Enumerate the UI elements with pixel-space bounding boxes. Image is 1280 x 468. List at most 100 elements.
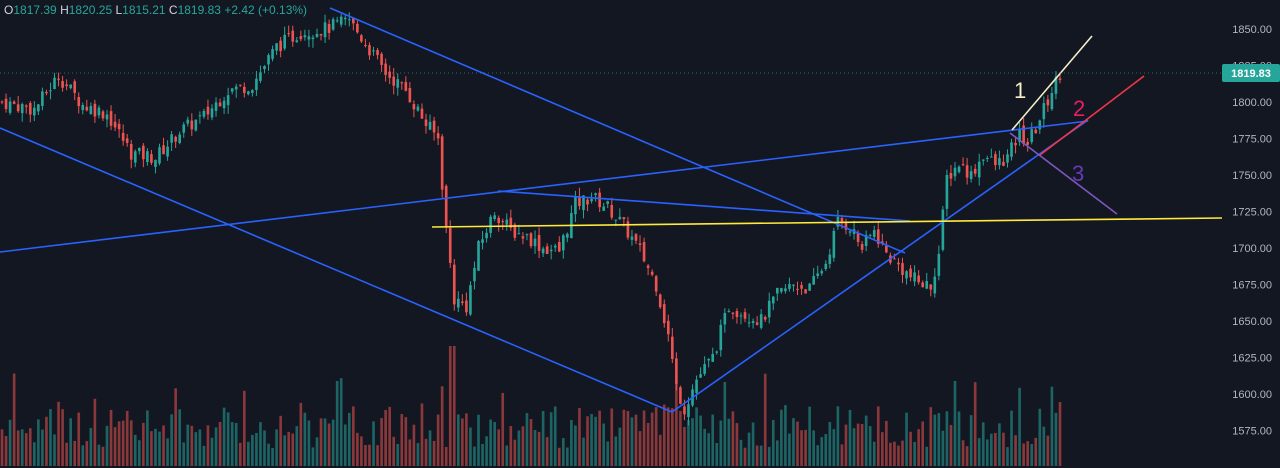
candle-body <box>897 262 900 265</box>
candle-body <box>860 244 864 250</box>
trendline-drawings[interactable] <box>0 7 1223 413</box>
volume-bar <box>880 432 884 466</box>
volume-bar <box>327 423 331 466</box>
candle-body <box>428 121 432 130</box>
volume-bar <box>16 430 20 466</box>
trendline-rising-support[interactable] <box>671 119 1089 413</box>
trendline-mid-declining[interactable] <box>497 190 911 222</box>
candle-body <box>961 164 965 166</box>
candle-body <box>323 22 327 38</box>
volume-bar <box>618 427 622 466</box>
candle-body <box>1006 154 1009 163</box>
ohlc-high-label: H <box>60 3 69 17</box>
volume-bar <box>921 421 925 466</box>
volume-bar <box>735 423 739 466</box>
volume-bar <box>343 424 347 466</box>
candle-body <box>97 107 101 116</box>
volume-bar <box>860 424 864 466</box>
candle-body <box>465 300 468 313</box>
candle-body <box>89 106 93 114</box>
candle-body <box>287 33 291 35</box>
volume-bar <box>283 435 286 466</box>
volume-bar <box>493 421 496 466</box>
volume-bar <box>65 442 68 466</box>
candle-body <box>1034 129 1038 134</box>
candle-body <box>566 233 569 238</box>
volume-bar <box>154 428 157 466</box>
candle-body <box>137 147 141 152</box>
candle-body <box>557 241 561 252</box>
candle-body <box>654 276 658 292</box>
horizontal-support-line[interactable] <box>431 217 1223 228</box>
candle-body <box>380 53 383 65</box>
volume-bar <box>1038 408 1042 466</box>
candle-body <box>259 72 262 81</box>
trendline-descending-channel-bottom[interactable] <box>0 127 673 413</box>
volume-bar <box>998 423 1001 466</box>
volume-bar <box>259 422 262 466</box>
volume-bar <box>533 429 537 466</box>
volume-bar <box>1002 432 1005 466</box>
volume-bar <box>747 432 751 466</box>
volume-bar <box>796 421 799 466</box>
volume-bar <box>20 429 24 466</box>
projection-line-1[interactable] <box>1011 35 1093 131</box>
volume-bar <box>622 409 626 466</box>
volume-bar <box>24 433 28 466</box>
trendline-descending-channel-top[interactable] <box>329 7 906 254</box>
candle-body <box>618 216 622 220</box>
volume-bar <box>372 421 375 466</box>
candle-body <box>711 353 715 362</box>
volume-bar <box>1050 386 1054 466</box>
candle-body <box>990 156 993 158</box>
candle-body <box>638 243 642 245</box>
candle-body <box>416 106 420 111</box>
volume-bar <box>109 409 113 466</box>
volume-bar <box>85 441 89 466</box>
volume-bar <box>780 409 783 466</box>
candle-body <box>994 154 997 166</box>
trendline-long-rising[interactable] <box>0 120 1089 253</box>
candle-body <box>1018 128 1021 142</box>
candle-body <box>687 404 690 418</box>
candle-body <box>945 175 949 209</box>
projection-line-2[interactable] <box>1039 75 1145 156</box>
volume-bar <box>214 427 218 466</box>
volume-bar <box>190 425 194 466</box>
candle-body <box>832 230 836 258</box>
ohlc-high-value: 1820.25 <box>68 3 113 17</box>
price-axis-tick-label: 1850.00 <box>1232 24 1272 36</box>
volume-bar <box>105 425 109 466</box>
candle-body <box>101 111 105 119</box>
volume-bar <box>238 442 242 466</box>
candle-body <box>941 209 945 250</box>
candle-body <box>440 136 444 190</box>
volume-bar <box>654 407 658 466</box>
volume-bar <box>699 415 702 466</box>
volume-bar <box>93 398 97 466</box>
volume-bar <box>408 439 412 466</box>
projection-line-3[interactable] <box>1009 132 1118 215</box>
volume-bar <box>263 430 266 466</box>
volume-bar <box>307 420 311 466</box>
volume-bar <box>614 436 618 466</box>
volume-bar <box>985 439 989 466</box>
volume-bar <box>973 382 977 466</box>
volume-bar <box>376 445 379 466</box>
volume-bar <box>994 432 997 466</box>
volume-bar <box>12 373 16 466</box>
candle-body <box>61 81 64 88</box>
volume-bar <box>436 414 440 466</box>
volume-bar <box>396 443 400 466</box>
candle-body <box>299 36 303 40</box>
volume-bar <box>33 442 36 466</box>
volume-bar <box>909 431 912 466</box>
candle-body <box>210 108 214 118</box>
candle-body <box>432 120 436 133</box>
candle-body <box>121 132 125 141</box>
candle-body <box>731 312 735 314</box>
volume-bar <box>517 430 521 466</box>
candle-body <box>909 268 912 278</box>
candle-body <box>356 23 359 33</box>
